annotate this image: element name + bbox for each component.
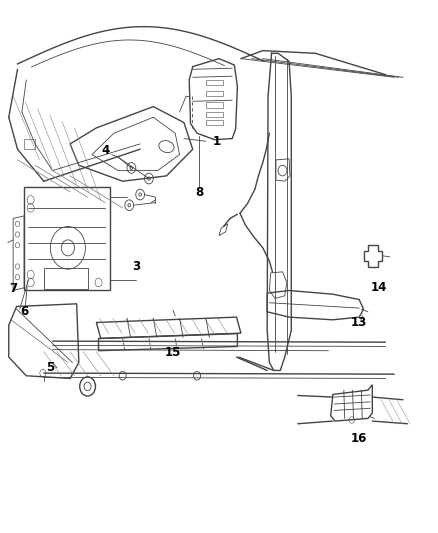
- Text: 3: 3: [132, 260, 140, 273]
- Bar: [206, 80, 223, 85]
- Bar: [206, 102, 223, 108]
- Bar: [206, 120, 223, 125]
- Bar: [206, 91, 223, 96]
- Text: 16: 16: [351, 432, 367, 445]
- Bar: [206, 112, 223, 117]
- Bar: [44, 268, 88, 289]
- Text: 6: 6: [20, 305, 28, 318]
- Text: 4: 4: [101, 144, 109, 157]
- Text: 13: 13: [351, 316, 367, 329]
- Text: 15: 15: [165, 346, 181, 359]
- Text: 5: 5: [46, 361, 54, 374]
- Bar: [24, 139, 35, 149]
- Text: 1: 1: [213, 135, 221, 148]
- Text: 7: 7: [9, 282, 17, 295]
- Text: 14: 14: [371, 281, 387, 294]
- Bar: [24, 187, 110, 290]
- Text: 8: 8: [195, 187, 203, 199]
